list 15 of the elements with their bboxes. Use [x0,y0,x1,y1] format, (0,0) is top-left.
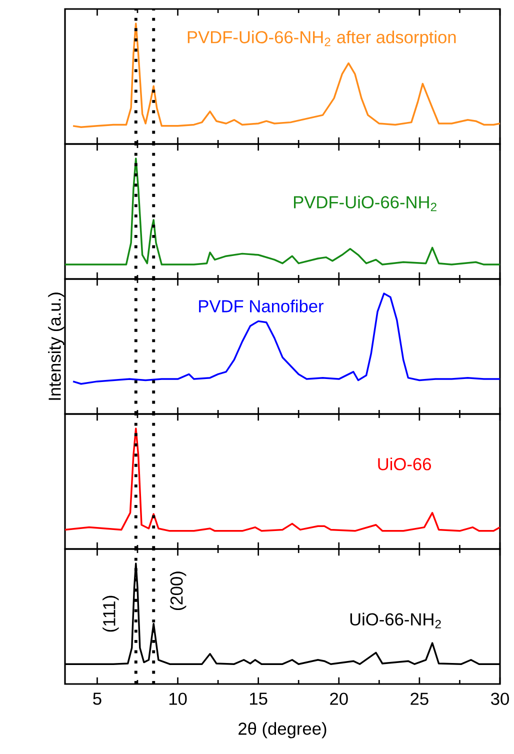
series-label: PVDF Nanofiber [199,300,324,312]
x-tick-label: 30 [491,692,509,705]
annotation: (111) [102,596,119,632]
series-label: UiO-66-NH$_{2}$ [350,612,441,628]
x-tick-label: 20 [330,692,348,705]
x-tick-label: 15 [250,692,268,705]
x-tick-label: 10 [169,692,187,705]
text: PVDF-UiO-66-NH$_{2}$ [294,196,436,212]
text: UiO-66 [378,458,431,470]
annotation: (200) [170,572,186,610]
x-tick-label: 5 [93,692,102,705]
x-axis-title: 2θ (degree) [238,722,326,738]
text: PVDF-UiO-66-NH$_{2}$ after adsorption [188,30,456,47]
x-tick-label: 25 [410,692,428,705]
y-axis-title: Intensity (a.u.) [48,292,64,400]
